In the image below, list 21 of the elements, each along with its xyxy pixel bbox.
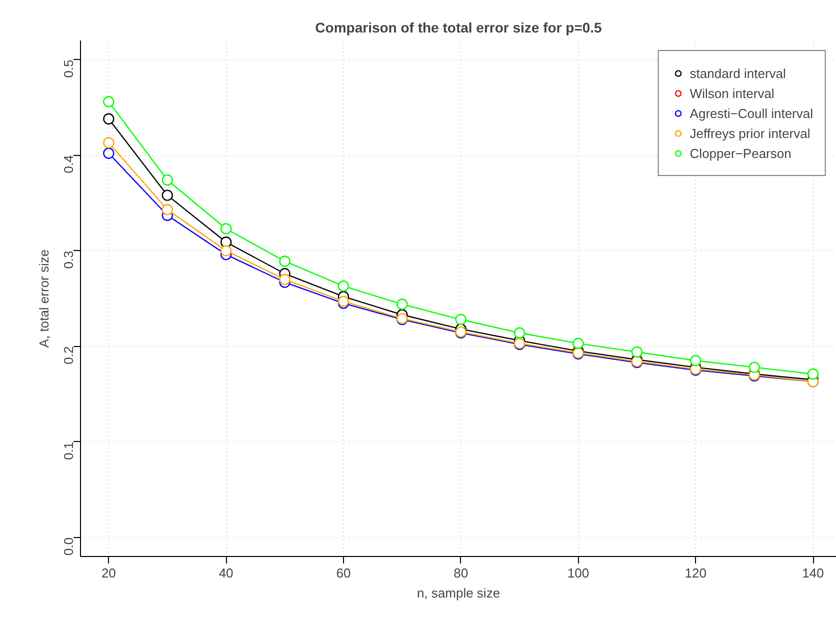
x-tick-label: 120: [684, 566, 706, 580]
legend-label: standard interval: [690, 66, 786, 80]
y-tick-label: 0.5: [61, 60, 76, 78]
x-tick-label: 100: [567, 566, 590, 580]
y-axis-title: A, total error size: [36, 249, 52, 348]
chart-title: Comparison of the total error size for p=0.5: [315, 20, 602, 36]
x-axis-title: n, sample size: [416, 586, 500, 600]
x-tick-label: 140: [802, 566, 824, 580]
legend-label: Agresti−Coull interval: [690, 106, 813, 120]
y-tick-label: 0.1: [61, 442, 76, 460]
legend-label: Clopper−Pearson: [690, 146, 792, 160]
x-tick-label: 40: [218, 566, 234, 580]
x-tick-label: 60: [336, 566, 351, 580]
x-tick-label: 80: [454, 566, 468, 580]
x-tick-label: 20: [101, 566, 116, 580]
y-tick-label: 0.2: [61, 346, 76, 364]
y-tick-label: 0.0: [61, 537, 76, 556]
legend-label: Jeffreys prior interval: [690, 126, 810, 140]
y-tick-label: 0.4: [61, 155, 76, 174]
y-tick-label: 0.3: [61, 250, 76, 269]
legend-label: Wilson interval: [690, 86, 774, 100]
